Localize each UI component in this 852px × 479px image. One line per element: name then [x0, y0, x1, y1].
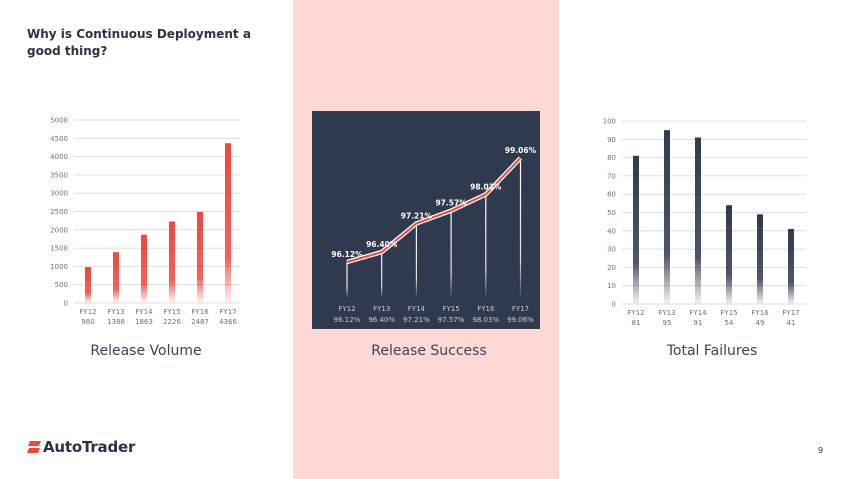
- failures-value-label: 49: [756, 319, 765, 327]
- volume-ytick-label: 4500: [50, 135, 68, 143]
- success-xtick-label: FY14: [408, 305, 426, 313]
- failures-value-label: 81: [632, 319, 641, 327]
- failures-ytick-label: 60: [607, 191, 616, 199]
- volume-xtick-label: FY14: [135, 308, 153, 316]
- success-drop-line: [519, 158, 522, 298]
- failures-xtick-label: FY13: [658, 309, 675, 317]
- failures-xtick-label: FY12: [627, 309, 644, 317]
- volume-ytick-label: 4000: [50, 153, 68, 161]
- release-volume-caption: Release Volume: [90, 343, 202, 359]
- volume-value-label: 1388: [107, 318, 125, 326]
- volume-xtick-label: FY17: [219, 308, 236, 316]
- failures-ytick-label: 80: [607, 154, 616, 162]
- failures-ytick-label: 0: [612, 301, 616, 309]
- failures-value-label: 54: [725, 319, 734, 327]
- failures-value-label: 91: [694, 319, 703, 327]
- failures-value-label: 41: [787, 319, 796, 327]
- success-xtick-label: FY16: [477, 305, 495, 313]
- failures-xtick-label: FY16: [751, 309, 769, 317]
- success-data-label: 97.57%: [435, 199, 467, 208]
- success-drop-line: [485, 194, 487, 298]
- volume-value-label: 4366: [219, 318, 237, 326]
- success-data-label: 96.40%: [366, 240, 398, 249]
- success-data-label: 96.12%: [331, 250, 363, 259]
- failures-bar: [726, 205, 732, 304]
- logo-mark-icon: [27, 441, 41, 453]
- success-drop-line: [381, 252, 383, 298]
- success-xtick-label: FY12: [338, 305, 355, 313]
- volume-value-label: 2487: [191, 318, 209, 326]
- volume-bar: [141, 234, 147, 303]
- volume-ytick-label: 3500: [50, 171, 68, 179]
- failures-value-label: 95: [663, 319, 672, 327]
- failures-bar: [788, 228, 794, 304]
- success-data-label: 97.21%: [401, 211, 433, 220]
- success-value-label: 97.21%: [403, 316, 430, 324]
- volume-bar: [225, 143, 231, 303]
- volume-ytick-label: 1000: [50, 263, 68, 271]
- volume-ytick-label: 3000: [50, 190, 68, 198]
- volume-value-label: 980: [81, 318, 94, 326]
- volume-bar: [85, 267, 91, 303]
- volume-ytick-label: 0: [64, 300, 68, 308]
- success-data-label: 99.06%: [505, 146, 537, 155]
- failures-bar: [757, 214, 763, 304]
- failures-ytick-label: 50: [607, 209, 616, 217]
- volume-ytick-label: 2000: [50, 226, 68, 234]
- failures-bar: [664, 130, 670, 304]
- failures-xtick-label: FY14: [689, 309, 707, 317]
- total-failures-caption: Total Failures: [666, 343, 758, 359]
- failures-ytick-label: 20: [607, 264, 616, 272]
- success-value-label: 97.57%: [438, 316, 465, 324]
- volume-ytick-label: 2500: [50, 208, 68, 216]
- failures-xtick-label: FY15: [720, 309, 737, 317]
- release-success-caption: Release Success: [371, 343, 487, 359]
- success-data-label: 98.03%: [470, 182, 502, 191]
- failures-ytick-label: 40: [607, 227, 616, 235]
- success-line: [346, 157, 522, 263]
- success-xtick-label: FY15: [442, 305, 459, 313]
- failures-bar: [633, 155, 639, 304]
- failures-ytick-label: 100: [603, 118, 616, 126]
- success-value-label: 96.40%: [368, 316, 395, 324]
- failures-ytick-label: 90: [607, 136, 616, 144]
- success-drop-line: [346, 262, 348, 298]
- volume-xtick-label: FY16: [191, 308, 209, 316]
- volume-ytick-label: 5000: [50, 117, 68, 125]
- volume-ytick-label: 500: [55, 281, 68, 289]
- success-value-label: 99.06%: [507, 316, 534, 324]
- volume-value-label: 1863: [135, 318, 153, 326]
- slide-title: Why is Continuous Deployment a good thin…: [27, 27, 251, 58]
- failures-bar: [695, 137, 701, 304]
- success-xtick-label: FY13: [373, 305, 390, 313]
- volume-xtick-label: FY13: [107, 308, 124, 316]
- success-drop-line: [450, 210, 452, 298]
- volume-ytick-label: 1500: [50, 245, 68, 253]
- success-xtick-label: FY17: [512, 305, 529, 313]
- success-value-label: 96.12%: [334, 316, 361, 324]
- success-value-label: 98.03%: [472, 316, 499, 324]
- success-drop-line: [415, 223, 417, 298]
- failures-ytick-label: 70: [607, 172, 616, 180]
- failures-xtick-label: FY17: [782, 309, 799, 317]
- volume-xtick-label: FY12: [79, 308, 96, 316]
- autotrader-logo: AutoTrader: [27, 437, 135, 457]
- volume-xtick-label: FY15: [163, 308, 180, 316]
- volume-bar: [113, 252, 119, 303]
- logo-text: AutoTrader: [43, 438, 136, 456]
- volume-bar: [169, 221, 175, 303]
- volume-bar: [197, 211, 203, 303]
- page-number: 9: [818, 446, 824, 455]
- volume-value-label: 2226: [163, 318, 181, 326]
- failures-ytick-label: 30: [607, 246, 616, 254]
- failures-ytick-label: 10: [607, 282, 616, 290]
